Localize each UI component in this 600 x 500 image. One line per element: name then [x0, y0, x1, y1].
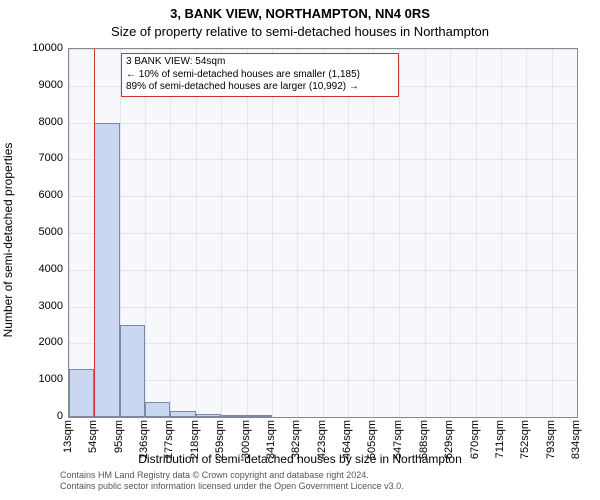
gridline-v [221, 49, 222, 417]
gridline-v [69, 49, 70, 417]
marker-line [94, 49, 95, 417]
gridline-v [501, 49, 502, 417]
gridline-v [450, 49, 451, 417]
annotation-line2: ← 10% of semi-detached houses are smalle… [126, 69, 394, 82]
annotation-line3: 89% of semi-detached houses are larger (… [126, 81, 394, 94]
gridline-v [348, 49, 349, 417]
gridline-v [526, 49, 527, 417]
y-tick-label: 5000 [23, 226, 63, 238]
gridline-v [247, 49, 248, 417]
y-tick-label: 8000 [23, 116, 63, 128]
y-tick-label: 1000 [23, 373, 63, 385]
gridline-v [425, 49, 426, 417]
plot-area: 3 BANK VIEW: 54sqm← 10% of semi-detached… [68, 48, 578, 418]
histogram-bar [94, 123, 119, 417]
gridline-v [373, 49, 374, 417]
attribution-line1: Contains HM Land Registry data © Crown c… [60, 470, 580, 481]
y-tick-label: 6000 [23, 189, 63, 201]
gridline-v [145, 49, 146, 417]
x-axis-label: Distribution of semi-detached houses by … [0, 452, 600, 466]
histogram-bar [69, 369, 94, 417]
gridline-v [399, 49, 400, 417]
y-tick-label: 0 [23, 410, 63, 422]
gridline-v [196, 49, 197, 417]
histogram-bar [247, 415, 272, 417]
y-ticks: 0100020003000400050006000700080009000100… [22, 48, 66, 418]
y-tick-label: 4000 [23, 263, 63, 275]
x-tick-label: 13sqm [62, 420, 74, 453]
gridline-v [272, 49, 273, 417]
chart-container: 3, BANK VIEW, NORTHAMPTON, NN4 0RS Size … [0, 0, 600, 500]
gridline-v [170, 49, 171, 417]
gridline-v [577, 49, 578, 417]
annotation-box: 3 BANK VIEW: 54sqm← 10% of semi-detached… [121, 53, 399, 97]
annotation-line1: 3 BANK VIEW: 54sqm [126, 56, 394, 69]
y-tick-label: 2000 [23, 336, 63, 348]
y-tick-label: 7000 [23, 152, 63, 164]
x-tick-label: 54sqm [87, 420, 99, 453]
y-tick-label: 10000 [23, 42, 63, 54]
gridline-v [323, 49, 324, 417]
histogram-bar [221, 415, 246, 417]
gridline-v [552, 49, 553, 417]
gridline-v [297, 49, 298, 417]
chart-title-line2: Size of property relative to semi-detach… [0, 24, 600, 39]
y-tick-label: 3000 [23, 300, 63, 312]
attribution: Contains HM Land Registry data © Crown c… [60, 470, 580, 492]
y-axis-label: Number of semi-detached properties [1, 143, 15, 338]
histogram-bar [120, 325, 145, 417]
chart-title-line1: 3, BANK VIEW, NORTHAMPTON, NN4 0RS [0, 6, 600, 21]
gridline-v [476, 49, 477, 417]
x-tick-label: 95sqm [113, 420, 125, 453]
y-tick-label: 9000 [23, 79, 63, 91]
attribution-line2: Contains public sector information licen… [60, 481, 580, 492]
histogram-bar [196, 414, 221, 417]
histogram-bar [170, 411, 195, 417]
histogram-bar [145, 402, 170, 417]
